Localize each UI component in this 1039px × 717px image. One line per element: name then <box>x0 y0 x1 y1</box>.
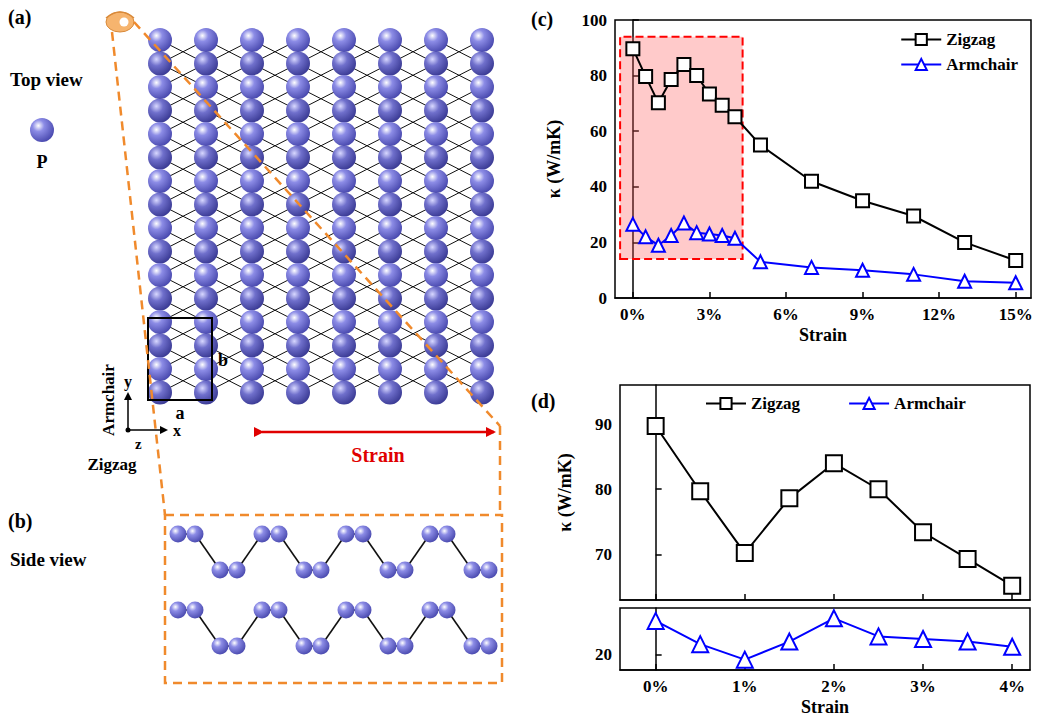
svg-text:6%: 6% <box>773 305 799 324</box>
svg-text:a: a <box>176 403 185 423</box>
svg-text:(a): (a) <box>8 6 31 29</box>
svg-text:20: 20 <box>595 645 612 664</box>
svg-text:1%: 1% <box>732 677 758 696</box>
svg-text:Armchair: Armchair <box>894 394 966 413</box>
svg-text:(c): (c) <box>531 8 553 31</box>
svg-text:Strain: Strain <box>351 444 404 466</box>
svg-text:κ (W/mK): κ (W/mK) <box>555 453 576 531</box>
svg-text:b: b <box>218 350 228 370</box>
svg-text:9%: 9% <box>850 305 876 324</box>
svg-text:Armchair: Armchair <box>99 364 118 436</box>
svg-text:Zigzag: Zigzag <box>751 394 801 413</box>
svg-text:Zigzag: Zigzag <box>946 30 996 49</box>
svg-text:3%: 3% <box>697 305 723 324</box>
svg-text:80: 80 <box>590 66 607 85</box>
svg-text:Top view: Top view <box>10 69 83 90</box>
svg-text:Armchair: Armchair <box>946 55 1018 74</box>
svg-text:Zigzag: Zigzag <box>87 455 137 474</box>
svg-text:Side view: Side view <box>10 549 87 570</box>
svg-text:Strain: Strain <box>801 697 849 717</box>
svg-text:x: x <box>173 422 181 439</box>
svg-text:2%: 2% <box>821 677 847 696</box>
svg-text:0: 0 <box>599 289 608 308</box>
svg-text:100: 100 <box>582 11 608 30</box>
svg-text:4%: 4% <box>999 677 1024 696</box>
svg-text:(b): (b) <box>8 510 32 533</box>
svg-text:z: z <box>135 436 142 452</box>
svg-text:20: 20 <box>590 233 607 252</box>
svg-text:0%: 0% <box>643 677 669 696</box>
svg-text:P: P <box>37 152 48 172</box>
svg-text:60: 60 <box>590 122 607 141</box>
svg-text:70: 70 <box>595 545 612 564</box>
svg-text:y: y <box>124 373 132 391</box>
svg-text:(d): (d) <box>531 390 555 413</box>
svg-text:0%: 0% <box>620 305 646 324</box>
svg-text:3%: 3% <box>910 677 936 696</box>
svg-text:90: 90 <box>595 415 612 434</box>
svg-text:12%: 12% <box>922 305 956 324</box>
svg-text:Strain: Strain <box>799 325 847 345</box>
svg-text:15%: 15% <box>999 305 1033 324</box>
svg-text:80: 80 <box>595 480 612 499</box>
svg-text:κ (W/mK): κ (W/mK) <box>544 120 565 198</box>
svg-text:40: 40 <box>590 177 607 196</box>
